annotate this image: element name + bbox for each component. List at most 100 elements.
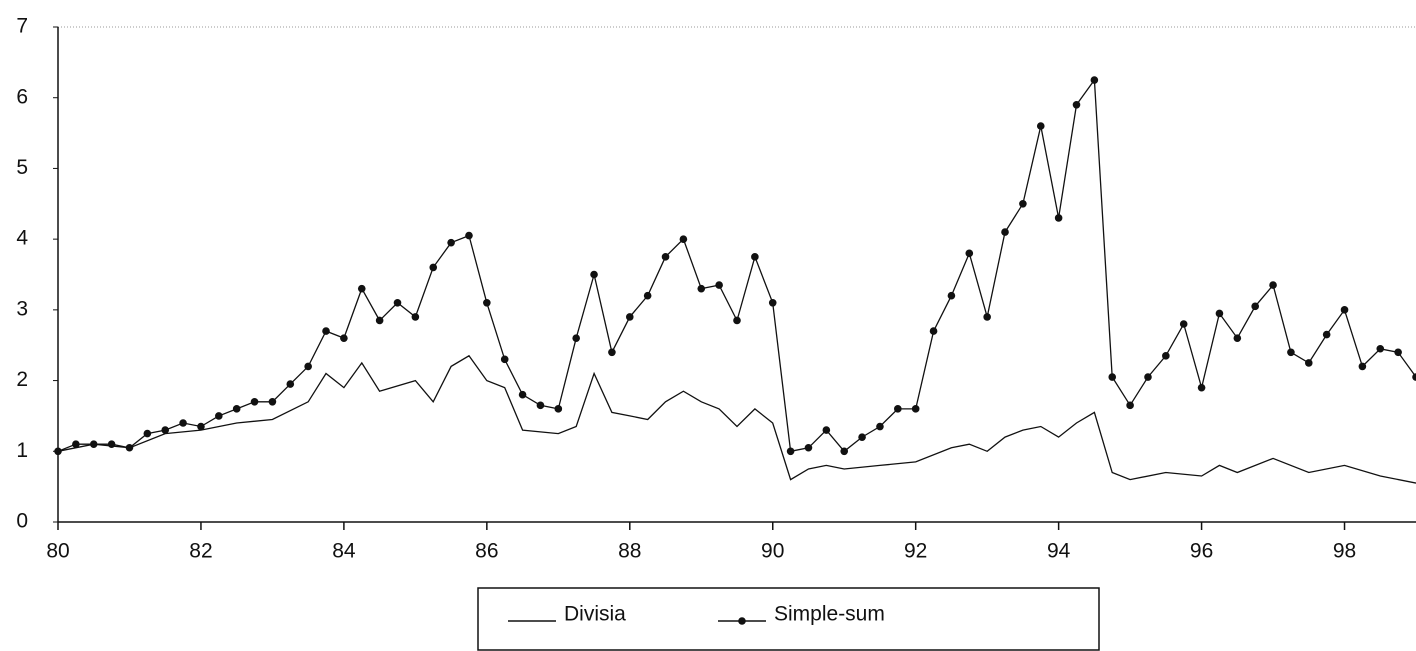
series-marker [107, 440, 116, 449]
series-marker [536, 401, 545, 410]
series-marker [1036, 122, 1045, 130]
series-marker [375, 316, 384, 325]
series-marker [268, 397, 277, 406]
series-marker [786, 447, 795, 456]
series-marker [1144, 373, 1152, 381]
series-marker [804, 443, 813, 452]
series-marker [1287, 348, 1295, 357]
series-marker [1197, 383, 1206, 392]
series-marker [1162, 352, 1170, 360]
y-tick-label: 5 [16, 156, 28, 179]
series-marker [554, 405, 563, 413]
series-marker [1001, 228, 1009, 236]
x-tick-label: 84 [332, 540, 356, 563]
series-marker [661, 253, 670, 261]
series-marker [1322, 330, 1331, 339]
series-marker [1412, 373, 1416, 381]
series-marker [447, 238, 455, 247]
series-marker [911, 405, 920, 413]
series-marker [1251, 302, 1259, 311]
series-marker [429, 263, 438, 272]
y-tick-label: 0 [16, 510, 28, 533]
series-marker [768, 298, 777, 307]
series-marker [1072, 100, 1081, 109]
series-marker [1215, 309, 1224, 318]
y-tick-label: 4 [16, 227, 28, 250]
series-marker [1304, 359, 1313, 367]
x-tick-label: 94 [1047, 540, 1071, 563]
series-marker [483, 298, 491, 307]
series-marker [143, 429, 152, 438]
series-marker [89, 440, 98, 449]
series-marker [286, 380, 295, 388]
series-line [57, 354, 1416, 484]
series-marker [1179, 320, 1188, 328]
series-marker [983, 313, 991, 321]
series-marker [1108, 373, 1117, 381]
series-marker [1269, 281, 1277, 289]
series-marker [697, 284, 706, 293]
series-marker [679, 235, 688, 243]
series-marker [625, 313, 634, 321]
series-marker [179, 419, 187, 427]
series-marker [250, 397, 259, 406]
series-marker [500, 355, 509, 364]
series-marker [947, 291, 956, 300]
legend-box [477, 587, 1100, 651]
legend-label: Simple-sum [774, 603, 885, 626]
series-marker [929, 327, 938, 335]
x-tick-label: 80 [46, 540, 69, 563]
series-marker [1090, 76, 1099, 84]
x-tick-label: 86 [475, 540, 498, 563]
series-marker [72, 440, 80, 449]
legend-marker [738, 617, 746, 625]
series-marker [840, 447, 849, 456]
series-marker [608, 348, 616, 357]
series-marker [572, 334, 580, 342]
series-marker [125, 443, 134, 452]
series-marker [733, 316, 741, 325]
series-marker [822, 426, 831, 434]
series-marker [751, 253, 759, 261]
x-tick-label: 98 [1333, 540, 1356, 563]
series-marker [1126, 401, 1134, 410]
x-tick-label: 96 [1190, 540, 1213, 563]
series-marker [590, 270, 598, 279]
x-tick-label: 88 [618, 540, 641, 563]
y-tick-label: 1 [16, 439, 28, 462]
x-tick-label: 82 [189, 540, 212, 563]
series-marker [1358, 362, 1367, 371]
x-tick-label: 92 [904, 540, 927, 563]
series-marker [411, 313, 420, 321]
series-marker [393, 298, 402, 307]
series-marker [1394, 348, 1402, 357]
series-marker [965, 249, 974, 258]
series-marker [1340, 306, 1349, 314]
series-marker [1233, 334, 1242, 342]
y-tick-label: 6 [16, 85, 28, 108]
y-tick-label: 3 [16, 297, 28, 320]
x-tick-label: 90 [761, 540, 784, 563]
series-marker [322, 327, 330, 335]
series-marker [215, 412, 223, 420]
series-marker [197, 422, 205, 431]
series-marker [232, 405, 241, 413]
series-marker [1019, 199, 1027, 208]
series-marker [858, 433, 866, 441]
series-marker [357, 284, 366, 293]
series-marker [894, 405, 902, 413]
series-marker [340, 334, 348, 342]
legend-label: Divisia [564, 603, 626, 626]
y-tick-label: 2 [16, 368, 28, 391]
series-marker [161, 426, 170, 434]
series-marker [643, 291, 652, 300]
series-marker [1054, 214, 1063, 222]
y-tick-label: 7 [16, 15, 28, 38]
series-marker [465, 231, 473, 240]
series-marker [1376, 344, 1385, 353]
series-marker [518, 390, 527, 399]
series-marker [715, 281, 723, 289]
series-marker [54, 447, 62, 456]
